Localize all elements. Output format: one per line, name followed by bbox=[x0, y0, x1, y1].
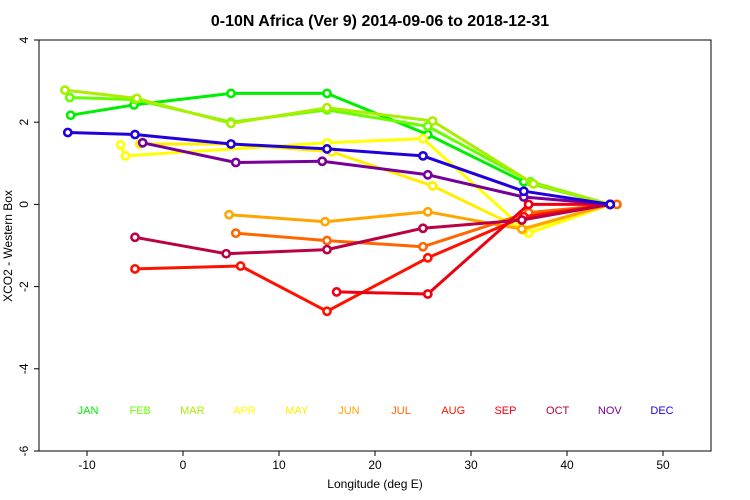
series-line bbox=[133, 202, 612, 313]
data-point bbox=[130, 264, 140, 274]
data-point bbox=[132, 93, 142, 104]
data-point bbox=[64, 92, 75, 103]
data-point bbox=[418, 241, 428, 252]
series-jul bbox=[230, 199, 622, 252]
data-point bbox=[322, 102, 332, 113]
month-label-nov: NOV bbox=[598, 405, 623, 417]
data-point bbox=[224, 209, 234, 220]
month-labels: JAN FEB MAR APR MAY JUN JUL AUG SEP OCT NOV DEC bbox=[78, 405, 674, 417]
x-tick-label: -10 bbox=[78, 458, 96, 472]
x-tick-label: 40 bbox=[560, 458, 574, 472]
data-point bbox=[230, 157, 241, 168]
month-label-aug: AUG bbox=[441, 405, 465, 417]
month-label-apr: APR bbox=[233, 405, 256, 417]
month-label-sep: SEP bbox=[494, 405, 516, 417]
data-point bbox=[331, 287, 342, 297]
data-point bbox=[65, 110, 76, 121]
data-point bbox=[317, 156, 328, 167]
data-point bbox=[226, 139, 236, 149]
series-dec bbox=[62, 127, 616, 210]
series-line bbox=[335, 202, 612, 296]
series-layer bbox=[60, 85, 622, 317]
y-axis: -6 -4 -2 0 2 4 bbox=[17, 36, 39, 456]
data-point bbox=[60, 85, 70, 96]
data-point bbox=[427, 116, 438, 126]
y-tick-label: -2 bbox=[17, 281, 31, 292]
month-label-mar: MAR bbox=[180, 405, 205, 417]
data-point bbox=[322, 235, 332, 246]
data-point bbox=[130, 232, 140, 243]
data-point bbox=[422, 169, 433, 180]
x-tick-label: 30 bbox=[464, 458, 478, 472]
data-point bbox=[605, 199, 616, 210]
data-point bbox=[418, 151, 428, 161]
y-tick-label: -6 bbox=[17, 445, 31, 456]
data-point bbox=[523, 199, 534, 210]
month-label-jun: JUN bbox=[338, 405, 359, 417]
month-label-jan: JAN bbox=[78, 405, 99, 417]
month-label-feb: FEB bbox=[129, 405, 150, 417]
data-point bbox=[516, 224, 527, 234]
data-point bbox=[226, 118, 236, 129]
data-point bbox=[528, 178, 539, 189]
data-point bbox=[418, 133, 428, 144]
x-tick-label: 20 bbox=[368, 458, 382, 472]
data-point bbox=[226, 88, 236, 99]
data-point bbox=[422, 206, 433, 217]
data-point bbox=[516, 215, 527, 225]
y-tick-label: 0 bbox=[17, 201, 31, 208]
month-label-oct: OCT bbox=[546, 405, 570, 417]
y-tick-label: 4 bbox=[17, 36, 31, 43]
data-point bbox=[137, 137, 148, 148]
data-point bbox=[322, 306, 332, 317]
series-line bbox=[141, 141, 612, 206]
x-tick-label: 0 bbox=[180, 458, 187, 472]
data-point bbox=[422, 289, 433, 299]
series-line bbox=[63, 88, 612, 206]
data-point bbox=[115, 139, 126, 150]
series-jan bbox=[65, 88, 616, 210]
data-point bbox=[120, 151, 131, 161]
y-axis-label: XCO2 - Western Box bbox=[1, 190, 15, 302]
chart-title: 0-10N Africa (Ver 9) 2014-09-06 to 2018-… bbox=[211, 13, 549, 30]
series-mar bbox=[60, 85, 616, 210]
data-point bbox=[322, 88, 332, 99]
data-point bbox=[322, 244, 332, 255]
month-label-dec: DEC bbox=[650, 405, 673, 417]
series-line bbox=[133, 202, 612, 256]
x-axis-label: Longitude (deg E) bbox=[327, 477, 422, 491]
series-oct bbox=[130, 199, 616, 259]
data-point bbox=[322, 144, 332, 154]
month-label-may: MAY bbox=[285, 405, 309, 417]
x-tick-label: 10 bbox=[272, 458, 286, 472]
y-tick-label: -4 bbox=[17, 363, 31, 374]
y-tick-label: 2 bbox=[17, 119, 31, 126]
data-point bbox=[320, 216, 330, 227]
data-point bbox=[418, 223, 428, 234]
data-point bbox=[518, 186, 529, 197]
month-label-jul: JUL bbox=[391, 405, 411, 417]
data-point bbox=[422, 252, 433, 263]
data-point bbox=[221, 248, 232, 259]
data-point bbox=[62, 127, 73, 138]
data-point bbox=[130, 129, 140, 140]
data-point bbox=[235, 261, 246, 271]
data-point bbox=[230, 228, 241, 239]
x-tick-label: 50 bbox=[656, 458, 670, 472]
x-axis: -10 0 10 20 30 40 50 bbox=[78, 451, 670, 472]
data-point bbox=[427, 181, 438, 191]
